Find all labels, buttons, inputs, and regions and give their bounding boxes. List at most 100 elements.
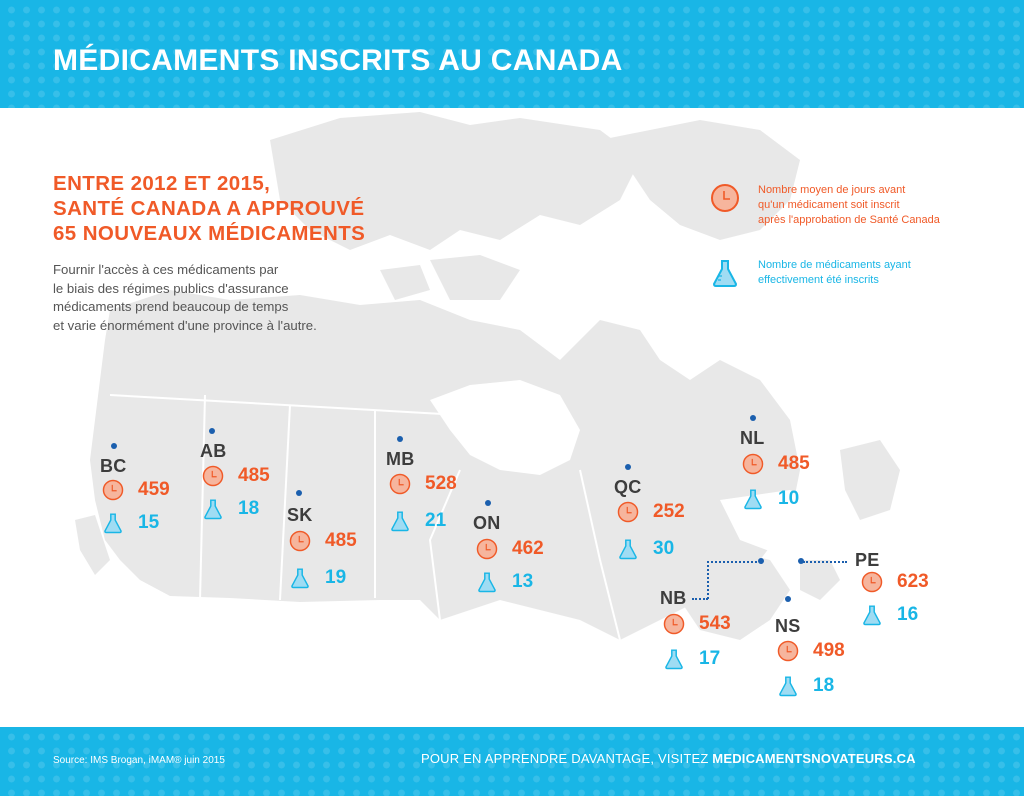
source-note: Source: IMS Brogan, iMAM® juin 2015	[53, 755, 225, 766]
legend-days-line-3: après l'approbation de Santé Canada	[758, 214, 940, 226]
days-row: 528	[389, 473, 457, 495]
location-dot	[785, 596, 791, 602]
location-dot	[485, 500, 491, 506]
location-dot	[625, 464, 631, 470]
clock-icon	[663, 613, 685, 635]
clock-icon	[777, 640, 799, 662]
count-row: 18	[777, 675, 834, 697]
pe-leader-line	[803, 561, 847, 563]
dot-pattern	[0, 0, 1024, 108]
days-value: 623	[897, 571, 929, 592]
days-row: 498	[777, 640, 845, 662]
intro-line-3: médicaments prend beaucoup de temps	[53, 299, 289, 314]
days-value: 485	[778, 453, 810, 474]
province-code: NS	[775, 616, 801, 636]
province-code: AB	[200, 441, 227, 461]
count-value: 18	[813, 675, 835, 696]
province-code: MB	[386, 449, 415, 469]
count-row: 10	[742, 488, 799, 510]
flask-icon	[104, 513, 122, 534]
province-code: ON	[473, 513, 501, 533]
flask-icon	[204, 499, 222, 520]
count-value: 19	[325, 567, 347, 588]
location-dot	[111, 443, 117, 449]
days-value: 528	[425, 473, 457, 494]
flask-icon	[665, 649, 683, 670]
days-value: 459	[138, 479, 170, 500]
intro-line-4: et varie énormément d'une province à l'a…	[53, 317, 317, 333]
header-banner: MÉDICAMENTS INSCRITS AU CANADA	[0, 0, 1024, 108]
nb-leader-line-h	[707, 561, 761, 563]
days-row: 462	[476, 538, 544, 560]
province-code: SK	[287, 505, 313, 525]
intro-line-1: Fournir l'accès à ces médicaments par	[53, 262, 279, 277]
headline-line-2: SANTÉ CANADA A APPROUVÉ	[53, 197, 365, 220]
count-row: 15	[102, 512, 159, 534]
legend-days-text: Nombre moyen de jours avant qu'un médica…	[758, 183, 940, 228]
pe-location-dot	[798, 558, 804, 564]
count-row: 21	[389, 510, 446, 532]
days-row: 543	[663, 613, 731, 635]
footer-banner	[0, 727, 1024, 796]
clock-icon	[389, 473, 411, 495]
clock-icon	[289, 530, 311, 552]
flask-icon	[478, 572, 496, 593]
clock-icon	[711, 184, 739, 212]
flask-icon	[744, 489, 762, 510]
flask-icon	[391, 511, 409, 532]
days-row: 485	[742, 453, 810, 475]
clock-icon	[742, 453, 764, 475]
location-dot	[397, 436, 403, 442]
count-value: 17	[699, 648, 721, 669]
count-value: 16	[897, 604, 919, 625]
legend-count: Nombre de médicaments ayant effectivemen…	[710, 258, 911, 288]
dot-pattern	[0, 727, 1024, 796]
clock-icon	[102, 479, 124, 501]
flask-icon	[863, 605, 881, 626]
headline-line-3: 65 NOUVEAUX MÉDICAMENTS	[53, 222, 366, 245]
clock-icon	[861, 571, 883, 593]
flask-icon	[779, 676, 797, 697]
canada-map	[75, 112, 900, 641]
intro-line-2: le biais des régimes publics d'assurance	[53, 280, 289, 296]
count-value: 13	[512, 571, 534, 592]
days-row: 252	[617, 501, 685, 523]
days-value: 252	[653, 501, 685, 522]
days-row: 485	[289, 530, 357, 552]
days-row: 623	[861, 571, 929, 593]
intro-paragraph: Fournir l'accès à ces médicaments par le…	[53, 261, 317, 335]
count-value: 10	[778, 488, 800, 509]
legend-days-line-2: qu'un médicament soit inscrit	[758, 199, 900, 211]
count-row: 19	[289, 567, 346, 589]
cta-prefix: POUR EN APPRENDRE DAVANTAGE, VISITEZ	[421, 751, 713, 766]
legend-days-line-1: Nombre moyen de jours avant	[758, 184, 906, 196]
nb-location-dot	[758, 558, 764, 564]
days-value: 485	[325, 530, 357, 551]
legend-count-text: Nombre de médicaments ayant effectivemen…	[758, 258, 911, 288]
flask-icon	[291, 568, 309, 589]
count-value: 18	[238, 498, 260, 519]
headline-line-1: ENTRE 2012 ET 2015,	[53, 172, 271, 195]
count-value: 21	[425, 510, 447, 531]
count-value: 30	[653, 538, 675, 559]
headline: ENTRE 2012 ET 2015, SANTÉ CANADA A APPRO…	[53, 171, 365, 246]
nb-leader-line-v	[707, 561, 709, 599]
legend-count-line-1: Nombre de médicaments ayant	[758, 259, 911, 271]
location-dot	[209, 428, 215, 434]
province-code: PE	[855, 550, 880, 570]
days-value: 498	[813, 640, 845, 661]
count-row: 13	[476, 571, 533, 593]
legend-days: Nombre moyen de jours avant qu'un médica…	[710, 183, 940, 228]
clock-icon	[617, 501, 639, 523]
count-row: 16	[861, 604, 918, 626]
count-value: 15	[138, 512, 160, 533]
website-link[interactable]: MEDICAMENTSNOVATEURS.CA	[712, 751, 916, 766]
clock-icon	[476, 538, 498, 560]
call-to-action: POUR EN APPRENDRE DAVANTAGE, VISITEZ MED…	[421, 751, 916, 766]
location-dot	[750, 415, 756, 421]
clock-icon	[202, 465, 224, 487]
days-row: 485	[202, 465, 270, 487]
province-code: QC	[614, 477, 642, 497]
legend-count-line-2: effectivement été inscrits	[758, 274, 879, 286]
